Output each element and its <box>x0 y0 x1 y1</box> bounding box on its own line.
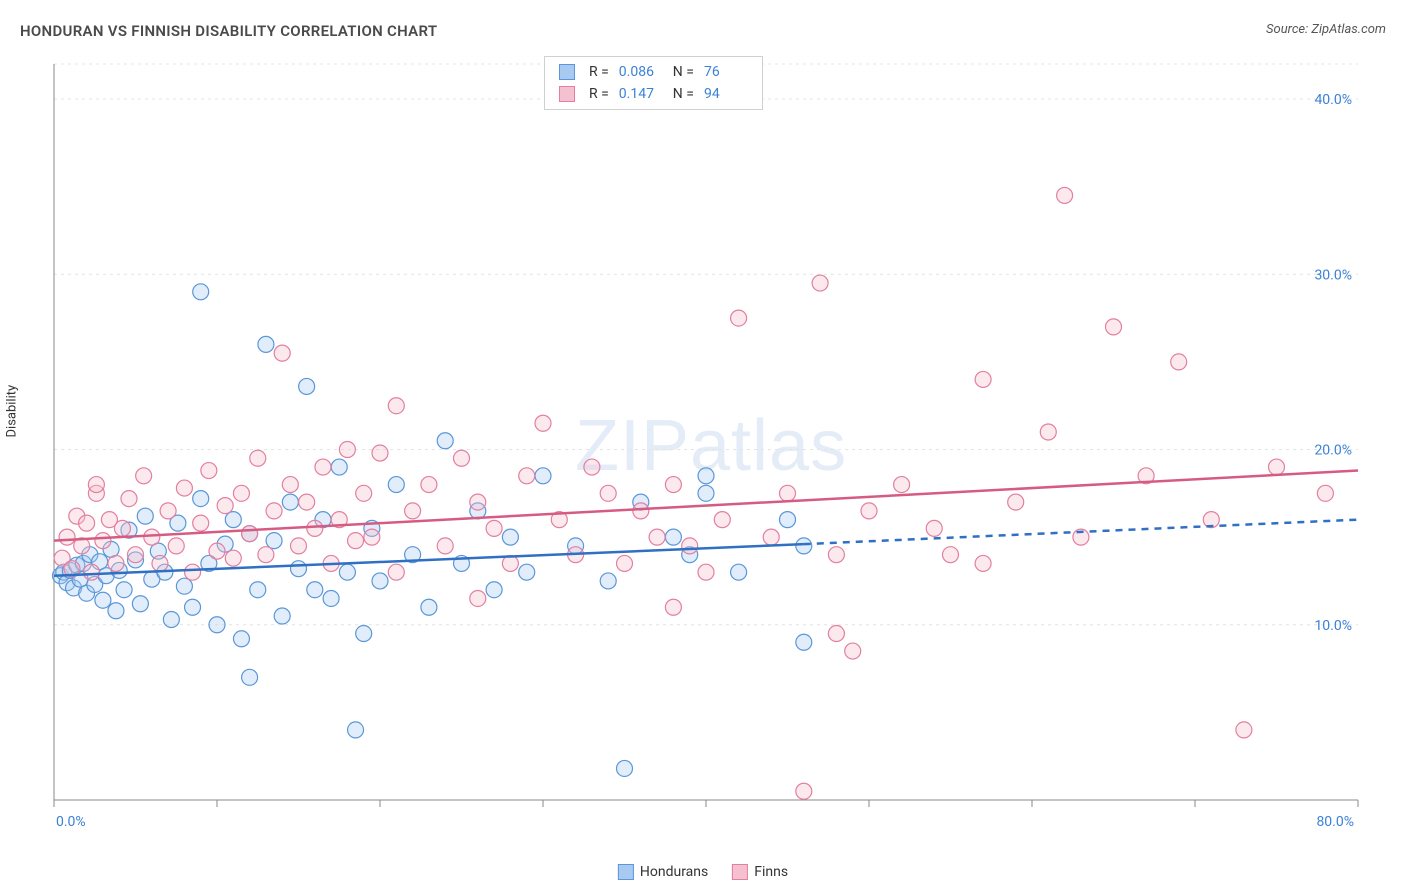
svg-text:0.0%: 0.0% <box>56 814 86 830</box>
svg-text:10.0%: 10.0% <box>1314 618 1352 634</box>
stats-r-label: R = <box>589 86 609 102</box>
stats-r-value: 0.147 <box>619 86 663 102</box>
chart-plot-area: 0.0% 80.0% 10.0% 20.0% 30.0% 40.0% <box>48 50 1388 840</box>
legend-label: Hondurans <box>640 864 708 880</box>
stats-row: R = 0.086 N = 76 <box>545 61 762 83</box>
svg-text:20.0%: 20.0% <box>1314 443 1352 459</box>
y-axis-label: Disability <box>5 385 20 438</box>
stats-n-value: 94 <box>704 86 748 102</box>
stats-n-label: N = <box>673 64 694 80</box>
legend-item: Finns <box>732 864 788 880</box>
legend-swatch-icon <box>618 864 634 880</box>
chart-svg: 0.0% 80.0% 10.0% 20.0% 30.0% 40.0% <box>48 50 1388 840</box>
svg-text:40.0%: 40.0% <box>1314 92 1352 108</box>
stats-n-value: 76 <box>704 64 748 80</box>
legend-item: Hondurans <box>618 864 708 880</box>
legend-swatch-icon <box>559 64 575 80</box>
stats-row: R = 0.147 N = 94 <box>545 83 762 105</box>
bottom-legend: Hondurans Finns <box>618 864 788 880</box>
svg-text:80.0%: 80.0% <box>1316 814 1354 830</box>
legend-swatch-icon <box>559 86 575 102</box>
stats-legend-box: R = 0.086 N = 76 R = 0.147 N = 94 <box>544 56 763 110</box>
legend-swatch-icon <box>732 864 748 880</box>
chart-title: HONDURAN VS FINNISH DISABILITY CORRELATI… <box>20 22 437 40</box>
chart-source: Source: ZipAtlas.com <box>1266 22 1386 37</box>
stats-n-label: N = <box>673 86 694 102</box>
stats-r-label: R = <box>589 64 609 80</box>
stats-r-value: 0.086 <box>619 64 663 80</box>
legend-label: Finns <box>754 864 788 880</box>
svg-text:30.0%: 30.0% <box>1314 267 1352 283</box>
